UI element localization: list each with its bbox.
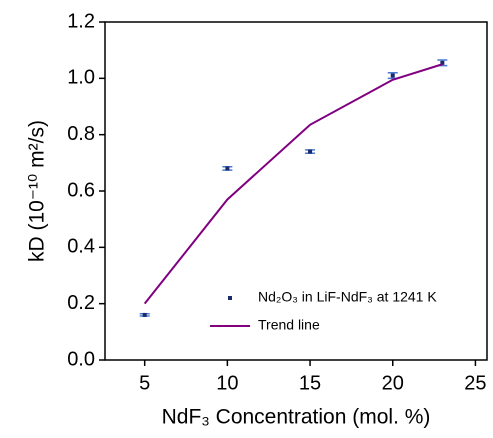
data-point	[142, 312, 147, 317]
y-tick-label: 0.6	[67, 179, 95, 201]
data-point	[390, 73, 395, 78]
x-tick-label: 20	[382, 372, 404, 394]
y-tick-label: 0.2	[67, 292, 95, 314]
data-point	[440, 60, 445, 65]
x-tick-label: 5	[139, 372, 150, 394]
x-tick-label: 10	[216, 372, 238, 394]
legend-marker	[228, 296, 232, 300]
y-tick-label: 0.0	[67, 348, 95, 370]
x-axis-label: NdF₃ Concentration (mol. %)	[162, 406, 431, 429]
y-axis-label: kD (10⁻¹⁰ m²/s)	[26, 120, 49, 262]
y-tick-label: 0.8	[67, 123, 95, 145]
plot-frame	[104, 21, 488, 361]
trend-line	[143, 63, 443, 305]
x-tick-label: 25	[464, 372, 486, 394]
legend-label: Trend line	[258, 317, 320, 333]
y-tick-label: 1.0	[67, 67, 95, 89]
legend-label: Nd₂O₃ in LiF-NdF₃ at 1241 K	[258, 289, 437, 305]
y-tick-label: 0.4	[67, 236, 95, 258]
data-point	[308, 149, 313, 154]
y-tick-label: 1.2	[67, 10, 95, 32]
data-point	[225, 166, 230, 171]
x-tick-label: 15	[299, 372, 321, 394]
